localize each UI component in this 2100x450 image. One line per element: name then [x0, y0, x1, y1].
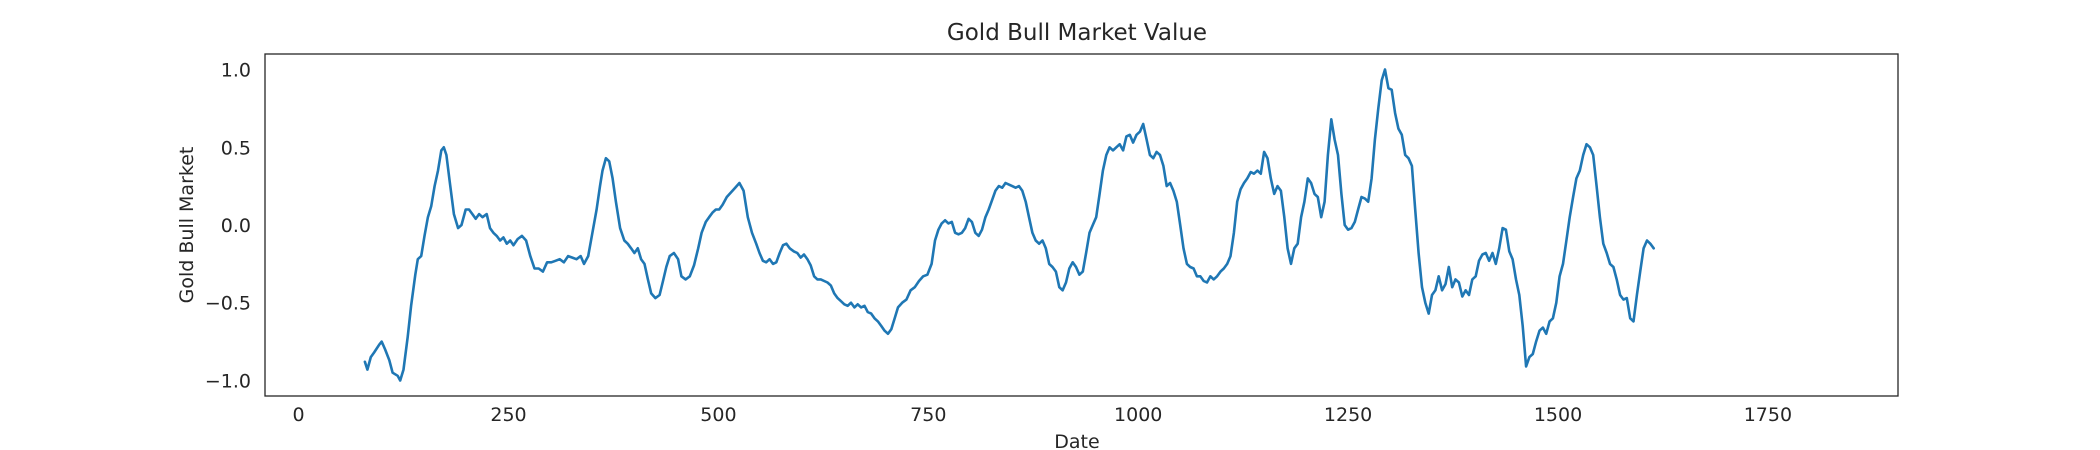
x-tick-label: 500 — [700, 404, 736, 426]
chart-title: Gold Bull Market Value — [947, 20, 1207, 46]
x-tick-label: 1500 — [1534, 404, 1582, 426]
x-axis-label: Date — [1054, 431, 1099, 450]
y-axis-label: Gold Bull Market — [176, 147, 198, 304]
x-axis-ticks: 0 250 500 750 1000 1250 1500 1750 — [293, 404, 1793, 426]
x-tick-label: 1000 — [1114, 404, 1162, 426]
y-tick-label: 1.0 — [221, 60, 251, 82]
y-tick-label: 0.0 — [221, 215, 251, 237]
x-tick-label: 1250 — [1324, 404, 1372, 426]
plot-area — [264, 53, 1899, 397]
y-tick-label: −0.5 — [205, 293, 251, 315]
plot-frame — [264, 53, 1899, 397]
x-tick-label: 0 — [293, 404, 305, 426]
y-axis-ticks: −1.0 −0.5 0.0 0.5 1.0 — [205, 60, 251, 393]
series-line-0 — [363, 68, 1655, 382]
x-tick-label: 250 — [490, 404, 526, 426]
y-tick-label: −1.0 — [205, 371, 251, 393]
x-tick-label: 750 — [910, 404, 946, 426]
y-tick-label: 0.5 — [221, 137, 251, 159]
x-tick-label: 1750 — [1744, 404, 1792, 426]
